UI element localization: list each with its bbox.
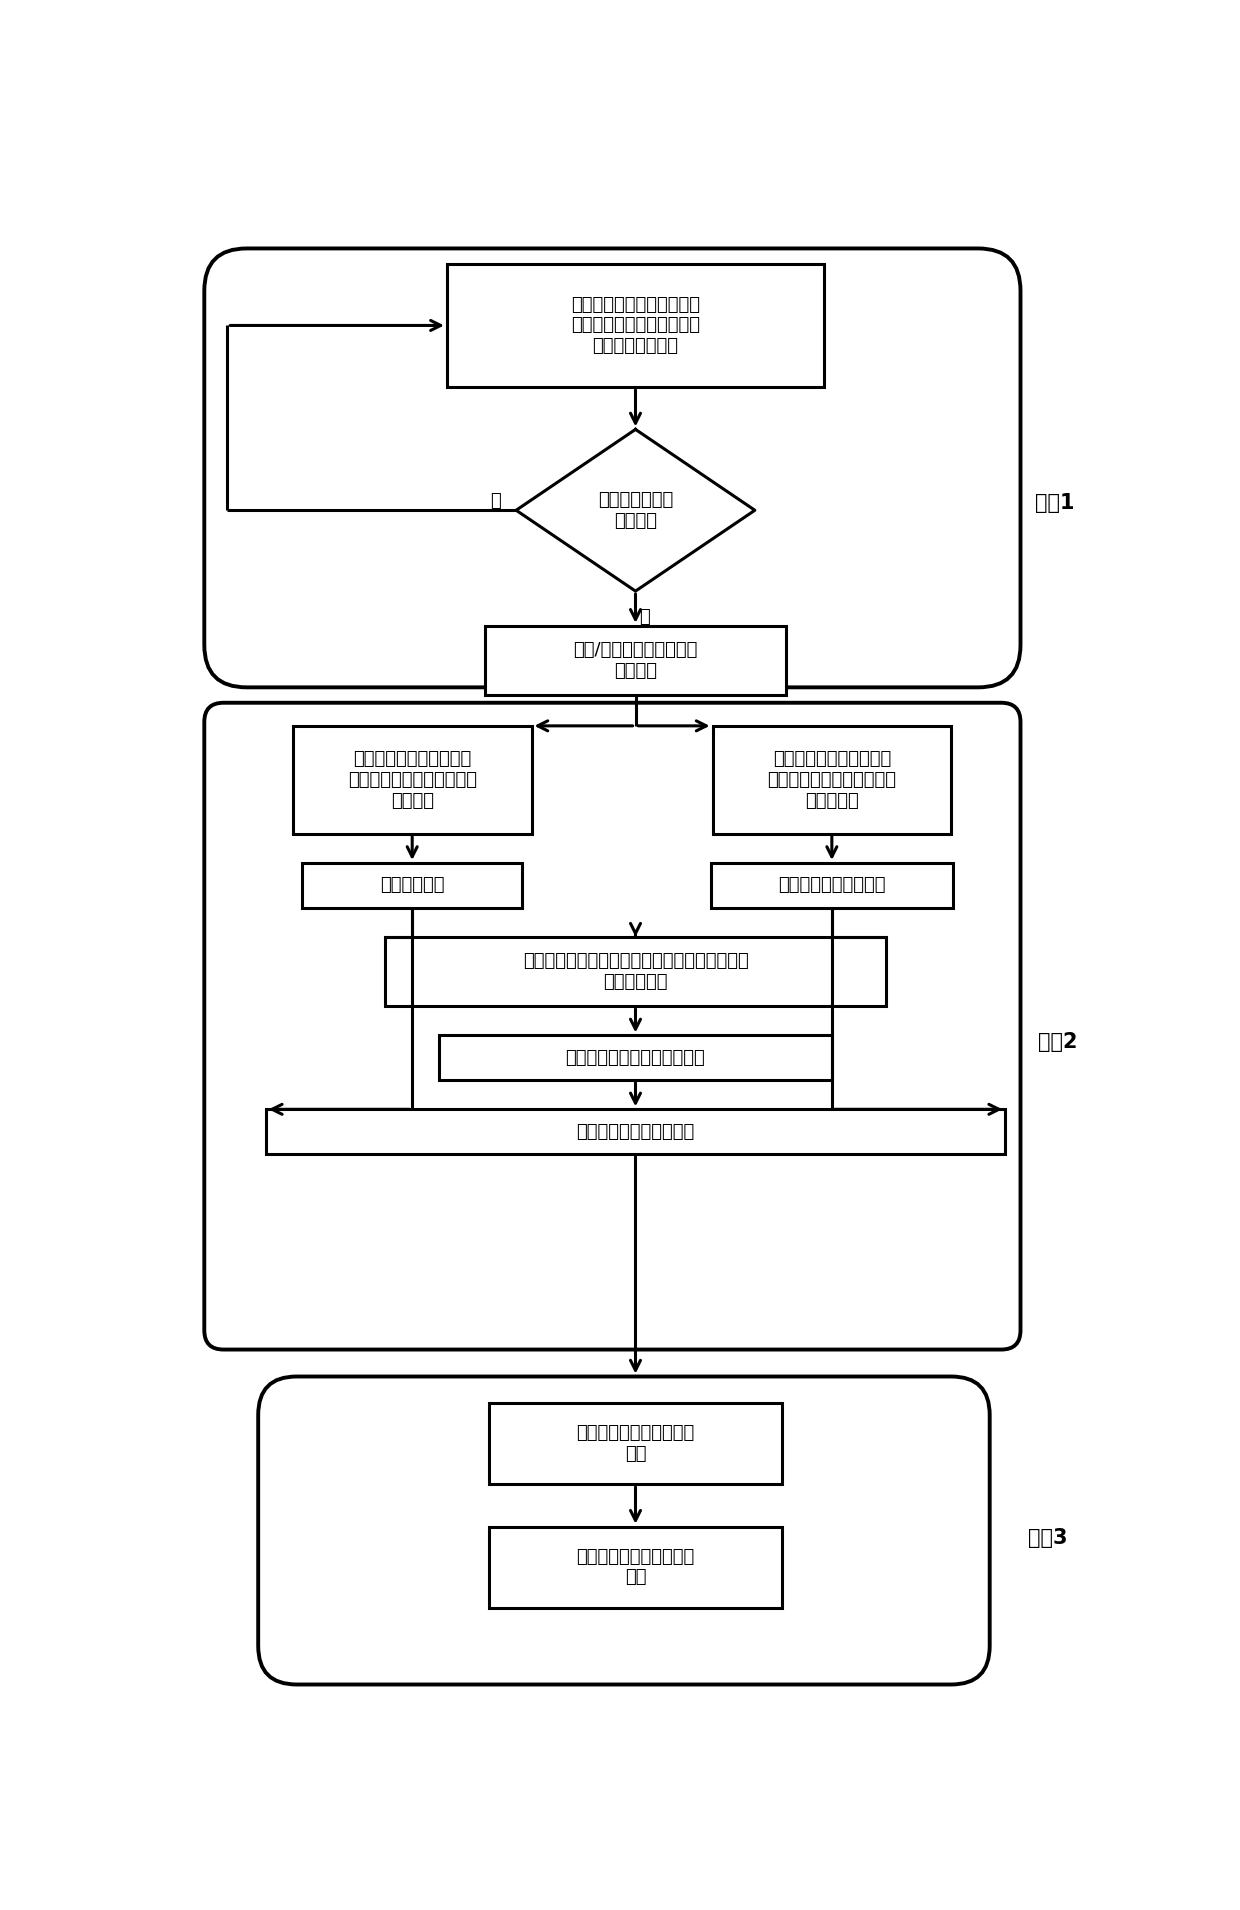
Text: 步骤3: 步骤3 [1028,1528,1068,1549]
Bar [711,863,954,907]
Bar [293,726,532,833]
Text: 综合能源服务公司在多能
流现货市场交易平台上组织
天然气交易: 综合能源服务公司在多能 流现货市场交易平台上组织 天然气交易 [768,751,897,810]
Text: 确定边际电价: 确定边际电价 [379,877,444,894]
Bar [303,863,522,907]
Text: 综合能源服务公司在多能
流现货市场交易平台上组织
电力交易: 综合能源服务公司在多能 流现货市场交易平台上组织 电力交易 [347,751,476,810]
Polygon shape [516,430,755,590]
FancyBboxPatch shape [258,1377,990,1685]
Text: 符合新能源优先
消纳原则: 符合新能源优先 消纳原则 [598,491,673,529]
Text: 多能流联合出清结果下发
执行: 多能流联合出清结果下发 执行 [577,1547,694,1587]
FancyBboxPatch shape [205,703,1021,1350]
Text: 形成多能流联合出清结果: 形成多能流联合出清结果 [577,1123,694,1140]
Text: 否: 否 [490,493,501,510]
Bar [485,626,786,695]
Text: 确定天然气的边际价格: 确定天然气的边际价格 [779,877,885,894]
Text: 是: 是 [640,607,650,626]
Text: 确定热力的成交量与成交价格: 确定热力的成交量与成交价格 [565,1049,706,1066]
Text: 步骤1: 步骤1 [1035,493,1075,512]
Text: 弃风/弃光电量反馈给电网
调度平台: 弃风/弃光电量反馈给电网 调度平台 [573,642,698,680]
Bar [490,1404,781,1484]
Bar [490,1526,781,1608]
Bar [713,726,951,833]
Text: 多能流联合出清结果安全
校核: 多能流联合出清结果安全 校核 [577,1425,694,1463]
FancyBboxPatch shape [205,248,1021,688]
Bar [386,936,885,1007]
Bar [439,1035,832,1079]
Text: 步骤2: 步骤2 [1038,1031,1078,1052]
Bar [446,264,825,388]
Text: 综合能源服务公司在多能流现货市场交易平台上
组织热力交易: 综合能源服务公司在多能流现货市场交易平台上 组织热力交易 [522,951,749,991]
Text: 电网调度平台将限电指令下
发至风电场、光伏发电场的
有功功率控制系统: 电网调度平台将限电指令下 发至风电场、光伏发电场的 有功功率控制系统 [570,296,701,355]
Bar [265,1110,1006,1154]
